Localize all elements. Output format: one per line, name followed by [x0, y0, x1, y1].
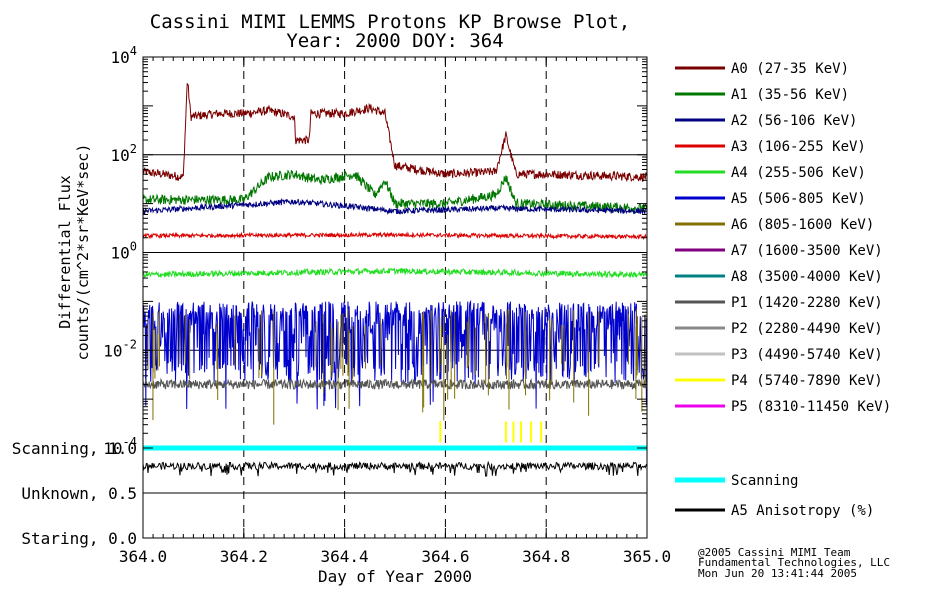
lower-y-tick-label: Staring, 0.0	[21, 529, 137, 548]
legend-label-p4: P4 (5740-7890 KeV)	[731, 373, 883, 389]
x-tick-label: 364.2	[220, 547, 268, 566]
y-axis-label-line1: Differential Flux	[56, 175, 74, 329]
legend-label-a3: A3 (106-255 KeV)	[731, 139, 866, 155]
y-tick-label: 10-4	[103, 435, 137, 458]
y-axis-label-line2: counts/(cm^2*sr*KeV*sec)	[74, 144, 92, 361]
y-tick-label: 104	[111, 44, 138, 67]
series-line-a5-anisotropy	[142, 460, 648, 477]
series-line-p4	[439, 421, 543, 443]
legend-label-p2: P2 (2280-4490 KeV)	[731, 321, 883, 337]
x-axis-label: Day of Year 2000	[318, 567, 472, 586]
legend-label-a8: A8 (3500-4000 KeV)	[731, 269, 883, 285]
x-tick-label: 364.6	[421, 547, 469, 566]
footer-timestamp: Mon Jun 20 13:41:44 2005	[698, 567, 857, 580]
legend-label-scanning: Scanning	[731, 473, 798, 489]
series-line-a5	[142, 299, 648, 410]
x-tick-label: 364.8	[522, 547, 570, 566]
legend-label-a1: A1 (35-56 KeV)	[731, 87, 849, 103]
series-line-a4	[142, 267, 648, 279]
legend-label-a4: A4 (255-506 KeV)	[731, 165, 866, 181]
legend-label-p5: P5 (8310-11450 KeV)	[731, 399, 891, 415]
lower-y-tick-label: Unknown, 0.5	[21, 484, 137, 503]
x-tick-label: 364.4	[321, 547, 369, 566]
y-tick-label: 102	[111, 142, 138, 165]
series-line-a3	[142, 231, 648, 241]
legend-label-a5: A5 (506-805 KeV)	[731, 191, 866, 207]
lower-y-tick-label: Scanning, 1.0	[12, 439, 137, 458]
legend-label-a7: A7 (1600-3500 KeV)	[731, 243, 883, 259]
series-line-a6	[147, 308, 646, 425]
series-line-a2	[142, 197, 648, 216]
series-line-a1	[142, 169, 648, 214]
legend-label-a5: A5 Anisotropy (%)	[731, 503, 874, 519]
series-line-p1	[142, 377, 648, 391]
legend-label-a0: A0 (27-35 KeV)	[731, 61, 849, 77]
legend-label-a2: A2 (56-106 KeV)	[731, 113, 857, 129]
series-line-a0	[142, 83, 648, 183]
footer-company: Fundamental Technologies, LLC	[698, 556, 890, 569]
status-series-layer	[142, 445, 648, 477]
legend-label-a6: A6 (805-1600 KeV)	[731, 217, 874, 233]
footer-copyright: @2005 Cassini MIMI Team	[698, 546, 851, 559]
flux-series-layer	[142, 83, 648, 443]
y-tick-label: 100	[111, 240, 138, 263]
legend: A0 (27-35 KeV) A1 (35-56 KeV) A2 (56-106 K…	[675, 61, 891, 519]
y-tick-label: 10-2	[103, 337, 137, 360]
x-tick-label: 365.0	[623, 547, 671, 566]
legend-label-p1: P1 (1420-2280 KeV)	[731, 295, 883, 311]
legend-label-p3: P3 (4490-5740 KeV)	[731, 347, 883, 363]
x-tick-label: 364.0	[119, 547, 167, 566]
chart-subtitle: Year: 2000 DOY: 364	[286, 30, 503, 52]
chart-title: Cassini MIMI LEMMS Protons KP Browse Plo…	[150, 11, 630, 33]
